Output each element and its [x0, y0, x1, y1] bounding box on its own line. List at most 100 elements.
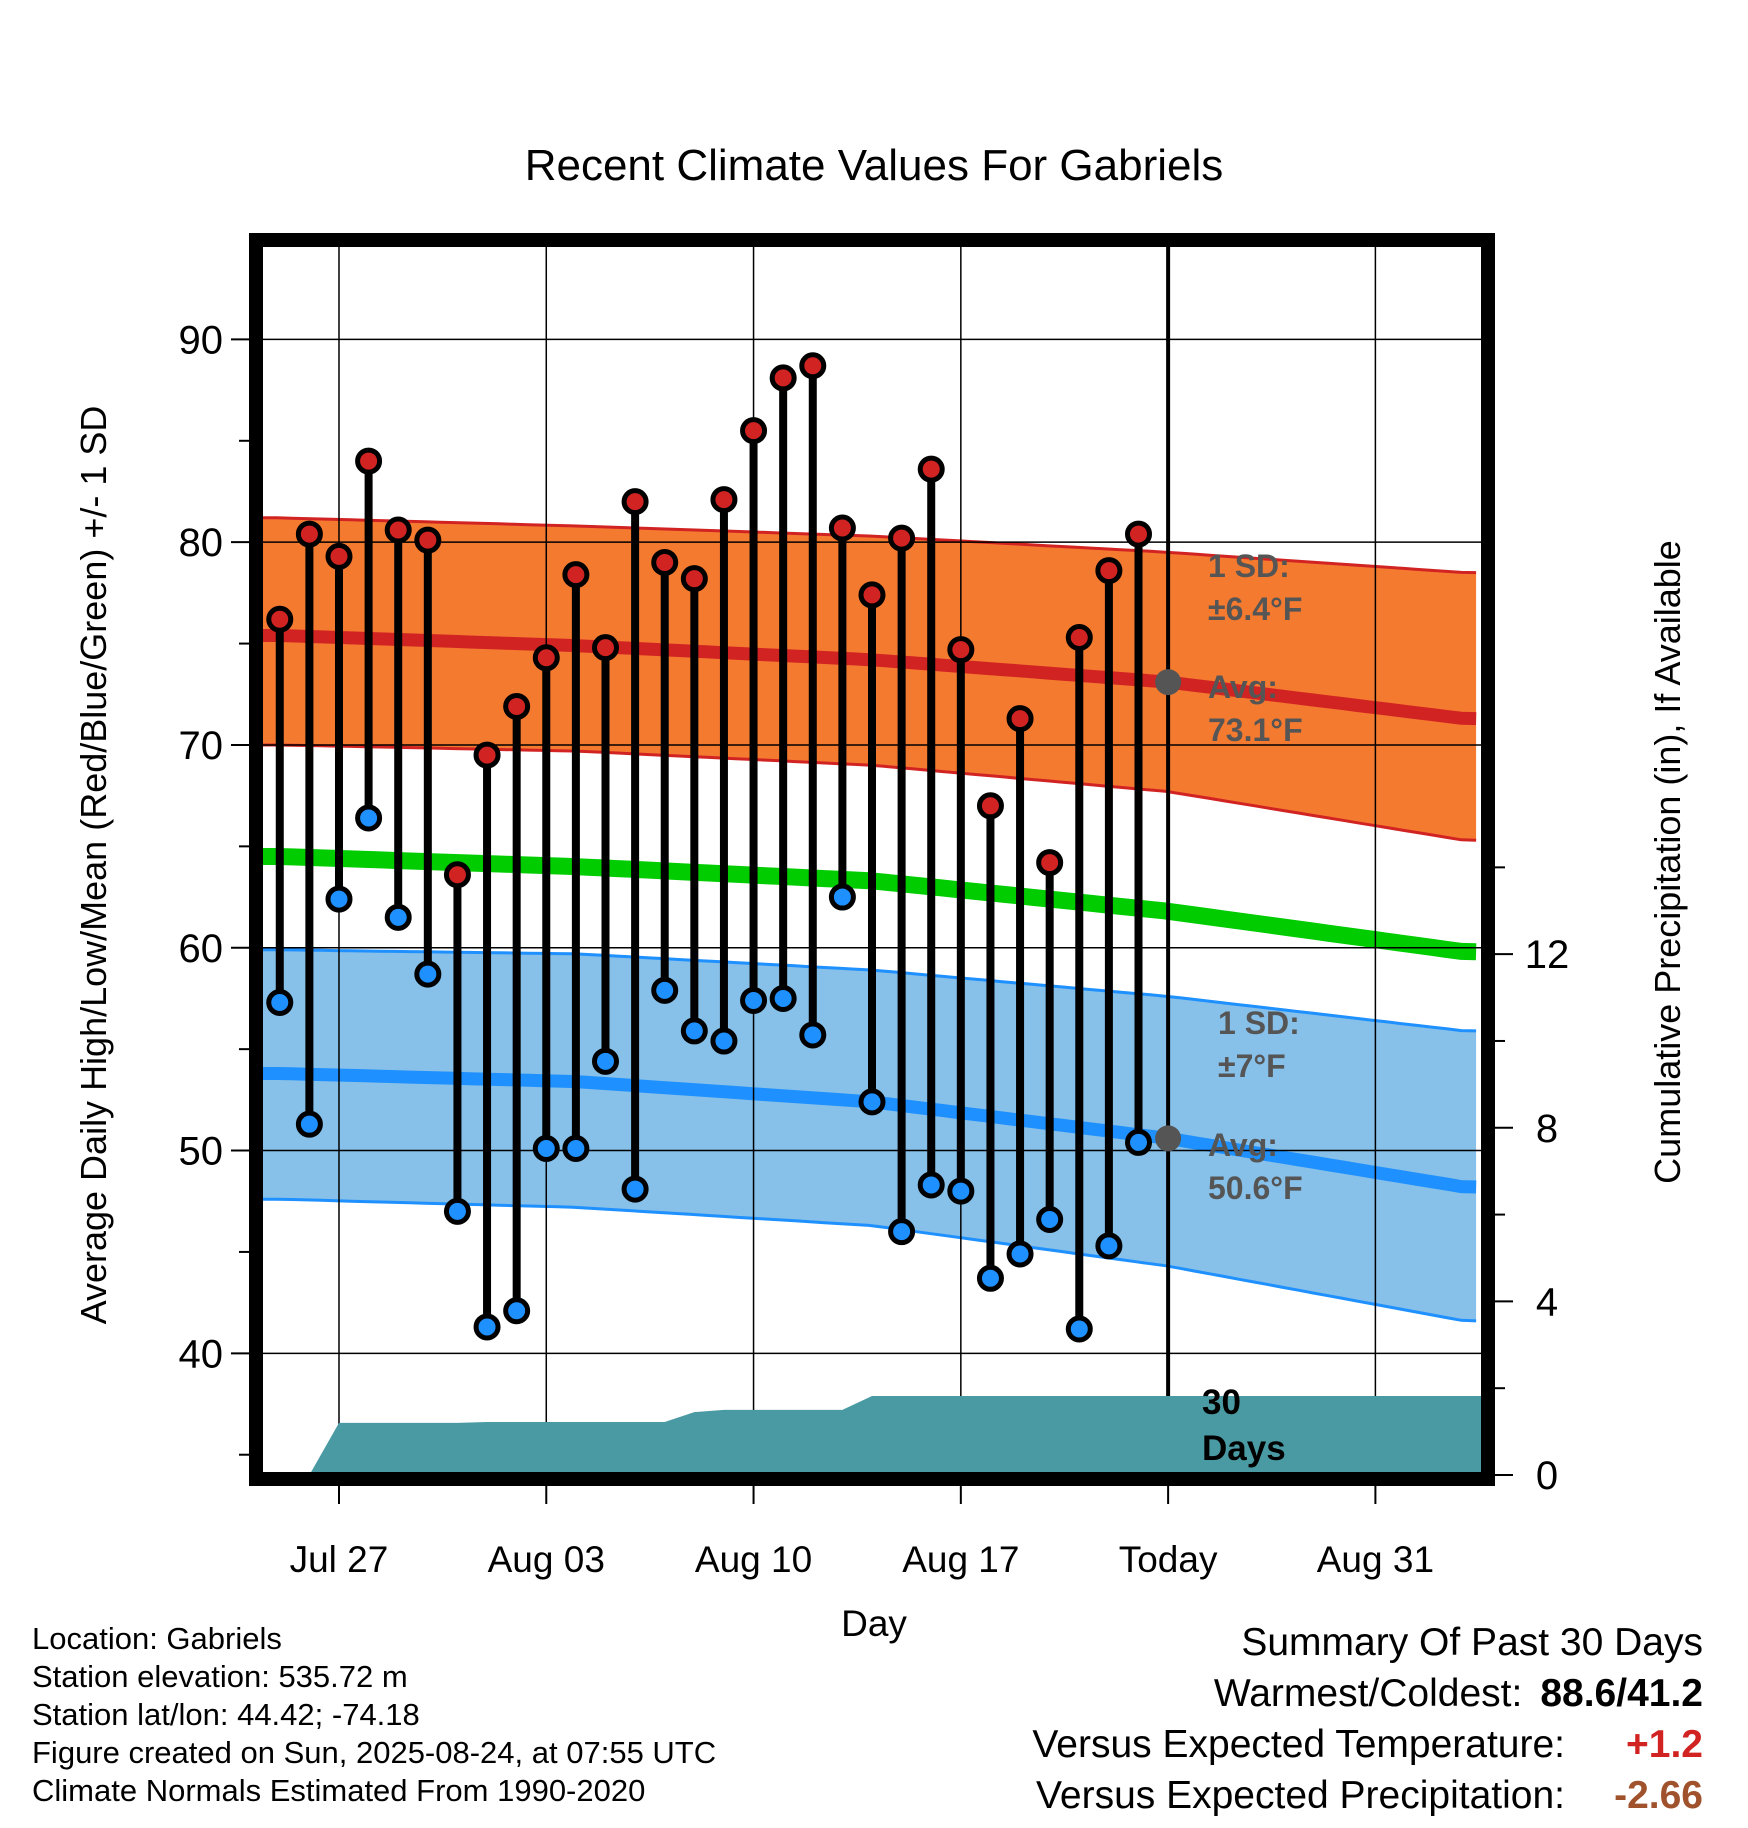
high-temp-point	[710, 486, 738, 514]
high-temp-point	[295, 520, 323, 548]
station-location: Location: Gabriels	[32, 1621, 282, 1656]
grid	[262, 246, 1482, 1473]
low-temp-point	[473, 1313, 501, 1341]
low-sd-value: ±7°F	[1218, 1048, 1286, 1084]
chart-title: Recent Climate Values For Gabriels	[525, 141, 1224, 190]
low-temp-point	[799, 1021, 827, 1049]
high-temp-point	[976, 792, 1004, 820]
y-left-tick-label: 90	[179, 318, 224, 362]
y-left-tick-label: 70	[179, 724, 224, 768]
precip-departure-row: Versus Expected Precipitation: -2.66	[1032, 1770, 1703, 1821]
high-temp-point	[947, 636, 975, 664]
low-temp-point	[976, 1264, 1004, 1292]
x-tick-label: Jul 27	[290, 1539, 389, 1580]
precip-area-group	[262, 1396, 1482, 1475]
y-right-tick-label: 8	[1536, 1107, 1558, 1151]
low-temp-point	[769, 984, 797, 1012]
temperature-bars	[266, 352, 1182, 1343]
low-temp-point	[710, 1027, 738, 1055]
climate-normals-note: Climate Normals Estimated From 1990-2020	[32, 1773, 646, 1808]
high-temp-point	[1095, 557, 1123, 585]
high-temp-point	[828, 514, 856, 542]
high-avg-label: Avg:	[1208, 669, 1278, 705]
x-tick-label: Aug 10	[695, 1539, 812, 1580]
high-temp-point	[1006, 705, 1034, 733]
low-temp-point	[917, 1171, 945, 1199]
high-temp-point	[1065, 623, 1093, 651]
high-temp-point	[740, 417, 768, 445]
low-temp-point	[1095, 1232, 1123, 1260]
summary-title: Summary Of Past 30 Days	[1241, 1621, 1703, 1664]
temp-departure-row: Versus Expected Temperature: +1.2	[1032, 1719, 1703, 1770]
high-temp-point	[443, 861, 471, 889]
low-temp-point	[295, 1110, 323, 1138]
y-left-tick-label: 80	[179, 521, 224, 565]
low-temp-point	[503, 1297, 531, 1325]
temp-departure-label: Versus Expected Temperature:	[1032, 1723, 1565, 1766]
high-temp-point	[888, 524, 916, 552]
high-temp-point	[532, 644, 560, 672]
summary-panel: Summary Of Past 30 Days Warmest/Coldest:…	[1032, 1617, 1703, 1821]
low-sd-label: 1 SD:	[1218, 1005, 1300, 1041]
station-info: Location: Gabriels Station elevation: 53…	[32, 1620, 716, 1810]
low-temp-point	[1125, 1128, 1153, 1156]
high-temp-point	[414, 526, 442, 554]
y-right-tick-label: 4	[1536, 1280, 1558, 1324]
low-temp-point	[443, 1197, 471, 1225]
low-temp-point	[1036, 1205, 1064, 1233]
station-elevation: Station elevation: 535.72 m	[32, 1659, 408, 1694]
low-temp-point	[562, 1135, 590, 1163]
low-avg-label: Avg:	[1208, 1127, 1278, 1163]
low-temp-point	[947, 1177, 975, 1205]
low-temp-point	[384, 903, 412, 931]
y-axis-right-label: Cumulative Precipitation (in), If Availa…	[1647, 540, 1688, 1184]
high-temp-point	[325, 542, 353, 570]
high-temp-point	[1036, 849, 1064, 877]
high-sd-label: 1 SD:	[1208, 548, 1290, 584]
low-temp-point	[888, 1218, 916, 1246]
low-temp-point	[591, 1047, 619, 1075]
low-temp-point	[325, 885, 353, 913]
low-temp-point	[651, 976, 679, 1004]
y-left-tick-label: 40	[179, 1332, 224, 1376]
x-tick-label: Aug 03	[488, 1539, 605, 1580]
low-temp-point	[355, 804, 383, 832]
high-temp-point	[473, 741, 501, 769]
low-temp-point	[1065, 1315, 1093, 1343]
high-temp-point	[384, 516, 412, 544]
plot-frame-group	[249, 233, 1495, 1486]
axis-ticks: 40 50 60 70 80 90 0 4 8 12 Jul 27 Aug 03 Aug 10 Aug 1…	[179, 318, 1570, 1580]
high-avg-value: 73.1°F	[1208, 712, 1303, 748]
today-low-avg-marker	[1155, 1125, 1182, 1152]
x-tick-label: Aug 31	[1317, 1539, 1434, 1580]
figure-created: Figure created on Sun, 2025-08-24, at 07…	[32, 1735, 717, 1770]
today-high-avg-marker	[1155, 669, 1182, 696]
high-sd-upper-line	[262, 516, 1477, 575]
warmest-coldest-label: Warmest/Coldest:	[1213, 1672, 1523, 1715]
high-temp-point	[355, 447, 383, 475]
y-left-tick-label: 50	[179, 1130, 224, 1174]
days-word-label: Days	[1202, 1429, 1286, 1468]
high-temp-point	[621, 488, 649, 516]
low-avg-value: 50.6°F	[1208, 1170, 1303, 1206]
low-temp-point	[266, 989, 294, 1017]
high-temp-point	[651, 548, 679, 576]
high-temp-point	[769, 364, 797, 392]
low-temp-point	[858, 1088, 886, 1116]
high-temp-point	[1125, 520, 1153, 548]
high-temp-point	[799, 352, 827, 380]
low-temp-point	[621, 1175, 649, 1203]
low-temp-point	[740, 986, 768, 1014]
high-sd-value: ±6.4°F	[1208, 591, 1302, 627]
low-temp-point	[1006, 1240, 1034, 1268]
warmest-coldest-value: 88.6/41.2	[1540, 1672, 1703, 1715]
low-temp-point	[532, 1135, 560, 1163]
low-sd-band	[262, 949, 1477, 1321]
high-temp-point	[680, 565, 708, 593]
station-latlon: Station lat/lon: 44.42; -74.18	[32, 1697, 420, 1732]
days-count-label: 30	[1202, 1383, 1241, 1422]
x-axis-label: Day	[841, 1603, 907, 1644]
high-temp-point	[591, 634, 619, 662]
precip-departure-value: -2.66	[1614, 1774, 1703, 1817]
